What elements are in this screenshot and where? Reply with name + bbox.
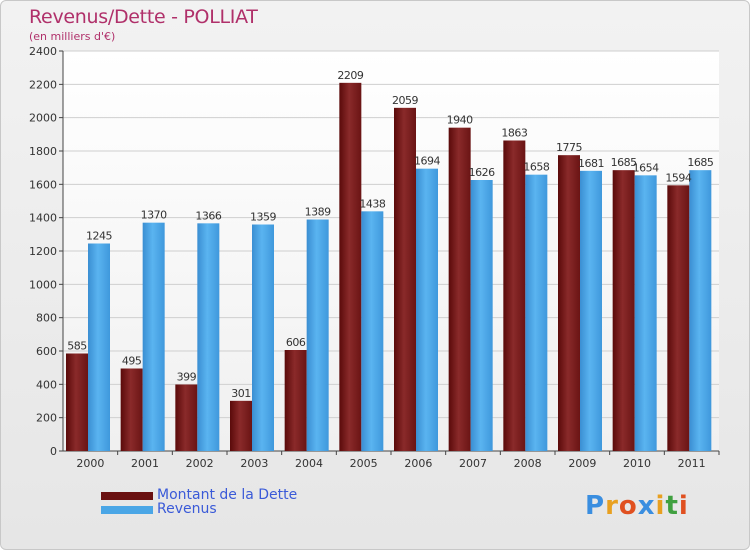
x-tick-label: 2004 [295, 457, 323, 470]
bar-revenus [416, 168, 438, 451]
legend-label-revenus: Revenus [157, 501, 217, 517]
y-tick-label: 1600 [29, 178, 57, 191]
x-tick-label: 2002 [186, 457, 214, 470]
x-tick-label: 2011 [678, 457, 706, 470]
data-label-revenus: 1438 [359, 197, 385, 210]
logo-letter: i [655, 491, 666, 521]
data-label-revenus: 1245 [86, 230, 112, 243]
data-label-dette: 1594 [665, 171, 691, 184]
bar-dette [448, 127, 471, 452]
legend-swatch-revenus [101, 506, 153, 514]
data-label-dette: 301 [231, 387, 251, 400]
bar-dette [394, 107, 416, 451]
bar-revenus [580, 170, 602, 452]
bar-revenus [142, 222, 165, 451]
bar-dette [66, 353, 88, 451]
bar-dette [667, 185, 690, 452]
data-label-dette: 606 [286, 336, 306, 349]
bar-revenus [634, 175, 657, 452]
y-tick-label: 2400 [29, 45, 57, 58]
bar-dette [339, 82, 362, 451]
bar-dette [284, 350, 307, 451]
logo-letter: o [618, 491, 638, 521]
chart-subtitle: (en milliers d'€) [29, 30, 116, 43]
data-label-revenus: 1366 [195, 209, 221, 222]
proxiti-logo: Proxiti [585, 491, 689, 521]
bar-revenus [88, 243, 110, 451]
logo-letter: x [637, 491, 656, 521]
bar-revenus [689, 170, 712, 451]
x-tick-label: 2008 [514, 457, 542, 470]
x-tick-label: 2001 [131, 457, 159, 470]
bar-dette [230, 400, 252, 451]
data-label-dette: 2209 [337, 69, 363, 82]
legend-swatch-dette [101, 492, 153, 500]
data-label-revenus: 1658 [523, 161, 549, 174]
y-tick-label: 1000 [29, 278, 57, 291]
data-label-dette: 1685 [611, 156, 637, 169]
x-tick-label: 2006 [404, 457, 432, 470]
bar-revenus [197, 223, 220, 451]
y-tick-label: 1400 [29, 212, 57, 225]
data-label-revenus: 1685 [687, 156, 713, 169]
y-tick-label: 200 [36, 412, 57, 425]
bar-revenus [525, 174, 548, 451]
bar-revenus [361, 211, 384, 451]
y-tick-label: 800 [36, 312, 57, 325]
x-tick-label: 2009 [568, 457, 596, 470]
data-label-revenus: 1370 [141, 209, 167, 222]
logo-letter: r [605, 491, 619, 521]
data-label-revenus: 1389 [305, 206, 331, 219]
logo-letter: t [665, 491, 679, 521]
logo-letter: i [678, 491, 689, 521]
bar-dette [612, 170, 635, 451]
data-label-dette: 2059 [392, 94, 418, 107]
data-label-dette: 1863 [501, 127, 527, 140]
y-tick-label: 2000 [29, 112, 57, 125]
x-tick-label: 2007 [459, 457, 487, 470]
bar-dette [503, 140, 526, 451]
data-label-dette: 585 [67, 340, 87, 353]
y-tick-label: 2200 [29, 78, 57, 91]
x-tick-label: 2010 [623, 457, 651, 470]
x-tick-label: 2000 [76, 457, 104, 470]
data-label-dette: 1775 [556, 141, 582, 154]
bar-revenus [306, 219, 329, 451]
logo-letter: P [585, 491, 606, 521]
y-tick-label: 600 [36, 345, 57, 358]
data-label-revenus: 1681 [578, 157, 604, 170]
y-tick-label: 1800 [29, 145, 57, 158]
legend-label-dette: Montant de la Dette [157, 487, 298, 503]
data-label-revenus: 1359 [250, 211, 276, 224]
data-label-dette: 495 [122, 355, 142, 368]
data-label-revenus: 1626 [469, 166, 495, 179]
bar-revenus [470, 180, 493, 451]
data-label-revenus: 1694 [414, 155, 440, 168]
y-tick-label: 1200 [29, 245, 57, 258]
y-tick-label: 400 [36, 378, 57, 391]
bar-revenus [252, 224, 274, 451]
data-label-revenus: 1654 [633, 161, 659, 174]
chart-title: Revenus/Dette - POLLIAT [29, 6, 258, 28]
bar-dette [120, 368, 143, 451]
data-label-dette: 1940 [447, 114, 473, 127]
x-tick-label: 2003 [240, 457, 268, 470]
x-tick-label: 2005 [350, 457, 378, 470]
y-tick-label: 0 [50, 445, 57, 458]
data-label-dette: 399 [177, 371, 197, 384]
bar-dette [175, 384, 198, 451]
bar-dette [558, 155, 580, 451]
